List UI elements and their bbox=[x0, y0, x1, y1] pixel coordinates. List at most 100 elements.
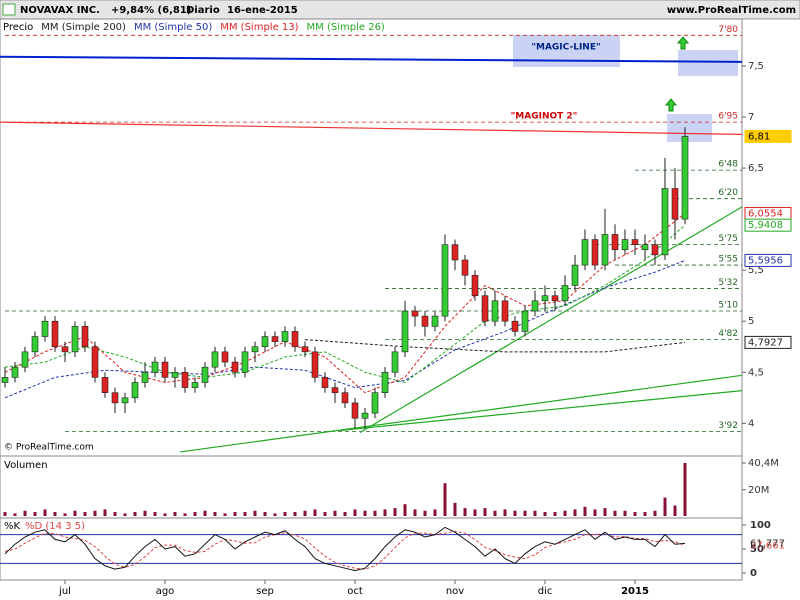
volume-bar bbox=[493, 510, 497, 516]
y-tick-label: 100 bbox=[750, 520, 771, 531]
volume-bar bbox=[683, 463, 687, 516]
candle-body bbox=[471, 274, 479, 296]
volume-bar bbox=[133, 512, 137, 516]
candle-body bbox=[61, 346, 69, 353]
y-tick-label: 5 bbox=[748, 316, 754, 327]
candle-body bbox=[51, 320, 59, 348]
level-label: 7'80 bbox=[718, 25, 738, 35]
level-label: 4'82 bbox=[718, 329, 738, 339]
moving-average bbox=[4, 224, 686, 384]
candle-body bbox=[521, 310, 529, 332]
volume-bar bbox=[13, 513, 17, 516]
candle-body bbox=[501, 300, 509, 322]
y-tick-label: 4 bbox=[748, 418, 754, 429]
candle-body bbox=[271, 336, 279, 342]
candle-body bbox=[251, 346, 259, 353]
candle-body bbox=[661, 188, 669, 256]
candle-body bbox=[441, 244, 449, 317]
volume-bar bbox=[393, 508, 397, 516]
x-tick-label: 2015 bbox=[621, 586, 649, 597]
volume-bar bbox=[183, 513, 187, 516]
candle-body bbox=[581, 239, 589, 266]
volume-bar bbox=[273, 513, 277, 516]
candle-body bbox=[601, 234, 609, 266]
candle-body bbox=[541, 295, 549, 302]
stoch-value-label: 61,777 bbox=[750, 538, 785, 549]
level-label: 3'92 bbox=[718, 421, 738, 431]
candle-body bbox=[391, 351, 399, 373]
volume-bar bbox=[353, 509, 357, 516]
annotation: "MAGIC-LINE" bbox=[531, 43, 600, 53]
candle-body bbox=[671, 188, 679, 220]
legend-entry: MM (Simple 13) bbox=[220, 22, 298, 33]
maginot-box bbox=[667, 114, 712, 142]
stoch-line bbox=[4, 530, 686, 570]
candle-body bbox=[431, 315, 439, 327]
volume-bar bbox=[373, 510, 377, 516]
candle-body bbox=[221, 351, 229, 363]
volume-bar bbox=[533, 510, 537, 516]
candle-body bbox=[651, 244, 659, 256]
volume-bar bbox=[673, 505, 677, 516]
volume-bar bbox=[243, 512, 247, 516]
candle-body bbox=[511, 320, 519, 332]
volume-bar bbox=[543, 512, 547, 516]
candle-body bbox=[591, 239, 599, 266]
level-label: 5'55 bbox=[718, 255, 738, 265]
trend-line bbox=[359, 206, 743, 434]
candle-body bbox=[561, 285, 569, 302]
moving-average bbox=[304, 339, 686, 353]
volume-bar bbox=[213, 512, 217, 516]
price-tag bbox=[744, 218, 792, 232]
volume-bar bbox=[253, 510, 257, 516]
volume-bar bbox=[613, 510, 617, 516]
candle-body bbox=[451, 244, 459, 261]
y-tick-label: 50 bbox=[750, 544, 764, 555]
level-label: 6'20 bbox=[718, 188, 738, 198]
candle-body bbox=[161, 361, 169, 378]
candle-body bbox=[141, 371, 149, 383]
volume-bar bbox=[563, 510, 567, 516]
candle-body bbox=[491, 300, 499, 322]
y-tick-label: 20M bbox=[748, 485, 769, 496]
volume-bar bbox=[443, 483, 447, 516]
candle-body bbox=[461, 259, 469, 276]
volume-bar bbox=[453, 502, 457, 516]
stoch-title: %K bbox=[4, 521, 21, 532]
candle-body bbox=[91, 346, 99, 378]
trend-line bbox=[0, 55, 743, 63]
price-tag-label: 4,7927 bbox=[748, 337, 783, 348]
candle-body bbox=[531, 300, 539, 312]
volume-bar bbox=[643, 512, 647, 516]
level-label: 5'32 bbox=[718, 278, 738, 288]
volume-bar bbox=[623, 510, 627, 516]
candle-body bbox=[321, 377, 329, 388]
volume-bar bbox=[93, 510, 97, 516]
target-box bbox=[678, 50, 738, 76]
candle-body bbox=[401, 310, 409, 353]
candle-body bbox=[551, 295, 559, 302]
candle-body bbox=[101, 377, 109, 393]
volume-bar bbox=[323, 512, 327, 516]
volume-bar bbox=[523, 510, 527, 516]
volume-bar bbox=[303, 510, 307, 516]
up-arrow bbox=[676, 36, 690, 50]
candle-body bbox=[21, 351, 29, 368]
volume-bar bbox=[193, 512, 197, 516]
volume-bar bbox=[83, 512, 87, 516]
volume-bar bbox=[73, 510, 77, 516]
x-tick-label: nov bbox=[446, 586, 464, 597]
volume-bar bbox=[143, 510, 147, 516]
price-tag-label: 6,0554 bbox=[748, 208, 783, 219]
candle-body bbox=[681, 136, 689, 220]
volume-bar bbox=[383, 509, 387, 516]
candle-body bbox=[371, 392, 379, 414]
candle-body bbox=[231, 361, 239, 373]
moving-average bbox=[4, 213, 686, 394]
volume-bar bbox=[3, 512, 7, 516]
volume-bar bbox=[513, 510, 517, 516]
candle-body bbox=[421, 315, 429, 327]
volume-bar bbox=[283, 512, 287, 516]
